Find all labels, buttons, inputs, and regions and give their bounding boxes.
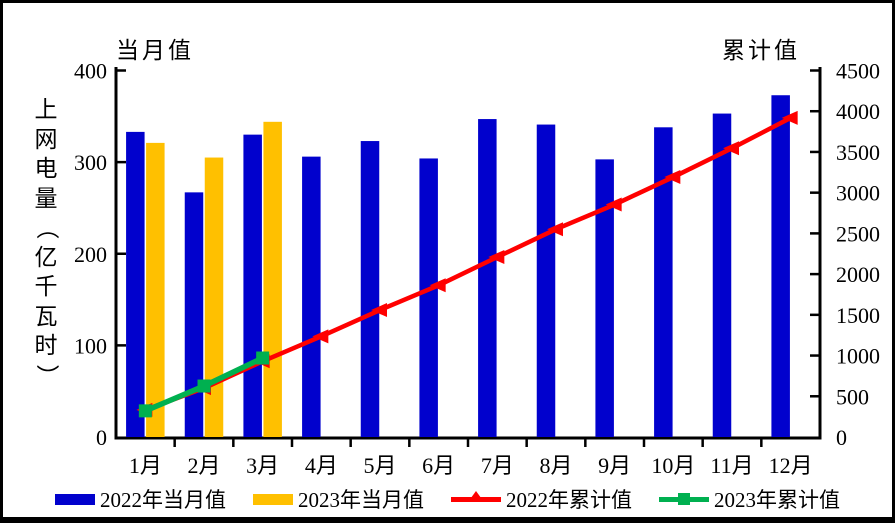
month-label: 9月 <box>598 453 631 478</box>
left-tick-label: 300 <box>74 150 107 175</box>
month-label: 3月 <box>246 453 279 478</box>
line-2023-cumulative <box>138 351 270 418</box>
month-label: 12月 <box>769 453 813 478</box>
left-tick-label: 0 <box>96 425 107 450</box>
month-label: 5月 <box>363 453 396 478</box>
legend-item-2023-monthly: 2023年当月值 <box>253 484 424 514</box>
triangle-marker <box>488 250 505 265</box>
right-tick-label: 1000 <box>836 344 880 369</box>
bar-2022 <box>419 158 438 437</box>
bar-swatch-icon <box>55 493 95 505</box>
month-label: 6月 <box>422 453 455 478</box>
left-tick-label: 100 <box>74 333 107 358</box>
right-tick-label: 4500 <box>836 59 880 84</box>
triangle-marker <box>312 329 329 344</box>
triangle-marker <box>723 141 739 156</box>
bar-2023 <box>263 121 282 437</box>
right-tick-label: 1500 <box>836 303 880 328</box>
bar-2023 <box>146 142 165 438</box>
square-marker <box>256 351 270 365</box>
left-tick-label: 400 <box>74 59 107 84</box>
right-tick-label: 2500 <box>836 221 880 246</box>
legend-item-2023-cumulative: 2023年累计值 <box>659 484 840 514</box>
month-label: 1月 <box>129 453 162 478</box>
legend-label: 2022年累计值 <box>506 488 632 512</box>
chart-plot: 0100200300400050010001500200025003000350… <box>74 59 880 479</box>
triangle-marker <box>547 222 563 237</box>
right-tick-label: 3000 <box>836 181 880 206</box>
month-label: 11月 <box>710 453 753 478</box>
bar-2022 <box>184 192 204 437</box>
bar-2023 <box>204 157 224 437</box>
bar-2022 <box>243 134 262 437</box>
line-triangle-swatch-icon <box>451 491 501 506</box>
right-tick-label: 3500 <box>836 140 880 165</box>
line-square-swatch-icon <box>659 492 709 506</box>
right-tick-label: 4000 <box>836 99 880 124</box>
legend-item-2022-monthly: 2022年当月值 <box>55 484 226 514</box>
right-axis-header: 累计值 <box>722 38 800 63</box>
bar-2022 <box>478 119 497 437</box>
bar-2022 <box>360 141 380 437</box>
right-tick-label: 0 <box>836 425 847 450</box>
legend: 2022年当月值 2023年当月值 2022年累计值 2023年累计值 <box>3 488 892 512</box>
bars-2022-monthly <box>126 95 790 438</box>
legend-item-2022-cumulative: 2022年累计值 <box>451 484 632 514</box>
square-marker <box>138 404 152 418</box>
square-marker <box>197 379 211 393</box>
triangle-marker <box>605 197 622 212</box>
left-axis-header: 当月值 <box>116 38 194 63</box>
legend-label: 2023年当月值 <box>298 488 424 512</box>
bar-swatch-icon <box>253 493 293 505</box>
bar-2022 <box>126 131 145 438</box>
bar-2022 <box>654 127 673 438</box>
triangle-marker <box>781 110 798 125</box>
month-label: 4月 <box>305 453 338 478</box>
right-tick-label: 2000 <box>836 262 880 287</box>
left-tick-label: 200 <box>74 242 107 267</box>
bar-2022 <box>712 113 732 437</box>
legend-label: 2022年当月值 <box>100 488 226 512</box>
line-2022-cumulative <box>136 110 798 417</box>
legend-label: 2023年累计值 <box>714 488 840 512</box>
x-axis: 1月 2月 3月 4月 5月 6月 7月 8月 9月 10月 11月 12月 <box>129 439 813 478</box>
left-axis-ticks: 0 100 200 300 400 <box>74 59 126 450</box>
bar-2022 <box>771 95 790 438</box>
left-axis-title: 上网电量（亿千瓦时） <box>33 97 59 387</box>
bar-2022 <box>595 159 614 437</box>
month-label: 8月 <box>539 453 572 478</box>
bar-2022 <box>536 124 556 437</box>
month-label: 7月 <box>481 453 514 478</box>
month-label: 2月 <box>187 453 220 478</box>
triangle-marker <box>429 278 446 293</box>
month-label: 10月 <box>651 453 695 478</box>
triangle-marker <box>371 303 387 318</box>
right-tick-label: 500 <box>836 384 869 409</box>
right-axis-ticks: 0 500 1000 1500 2000 2500 3000 3500 4000 4500 <box>810 59 880 450</box>
triangle-marker <box>664 170 681 185</box>
bar-2022 <box>302 156 321 437</box>
